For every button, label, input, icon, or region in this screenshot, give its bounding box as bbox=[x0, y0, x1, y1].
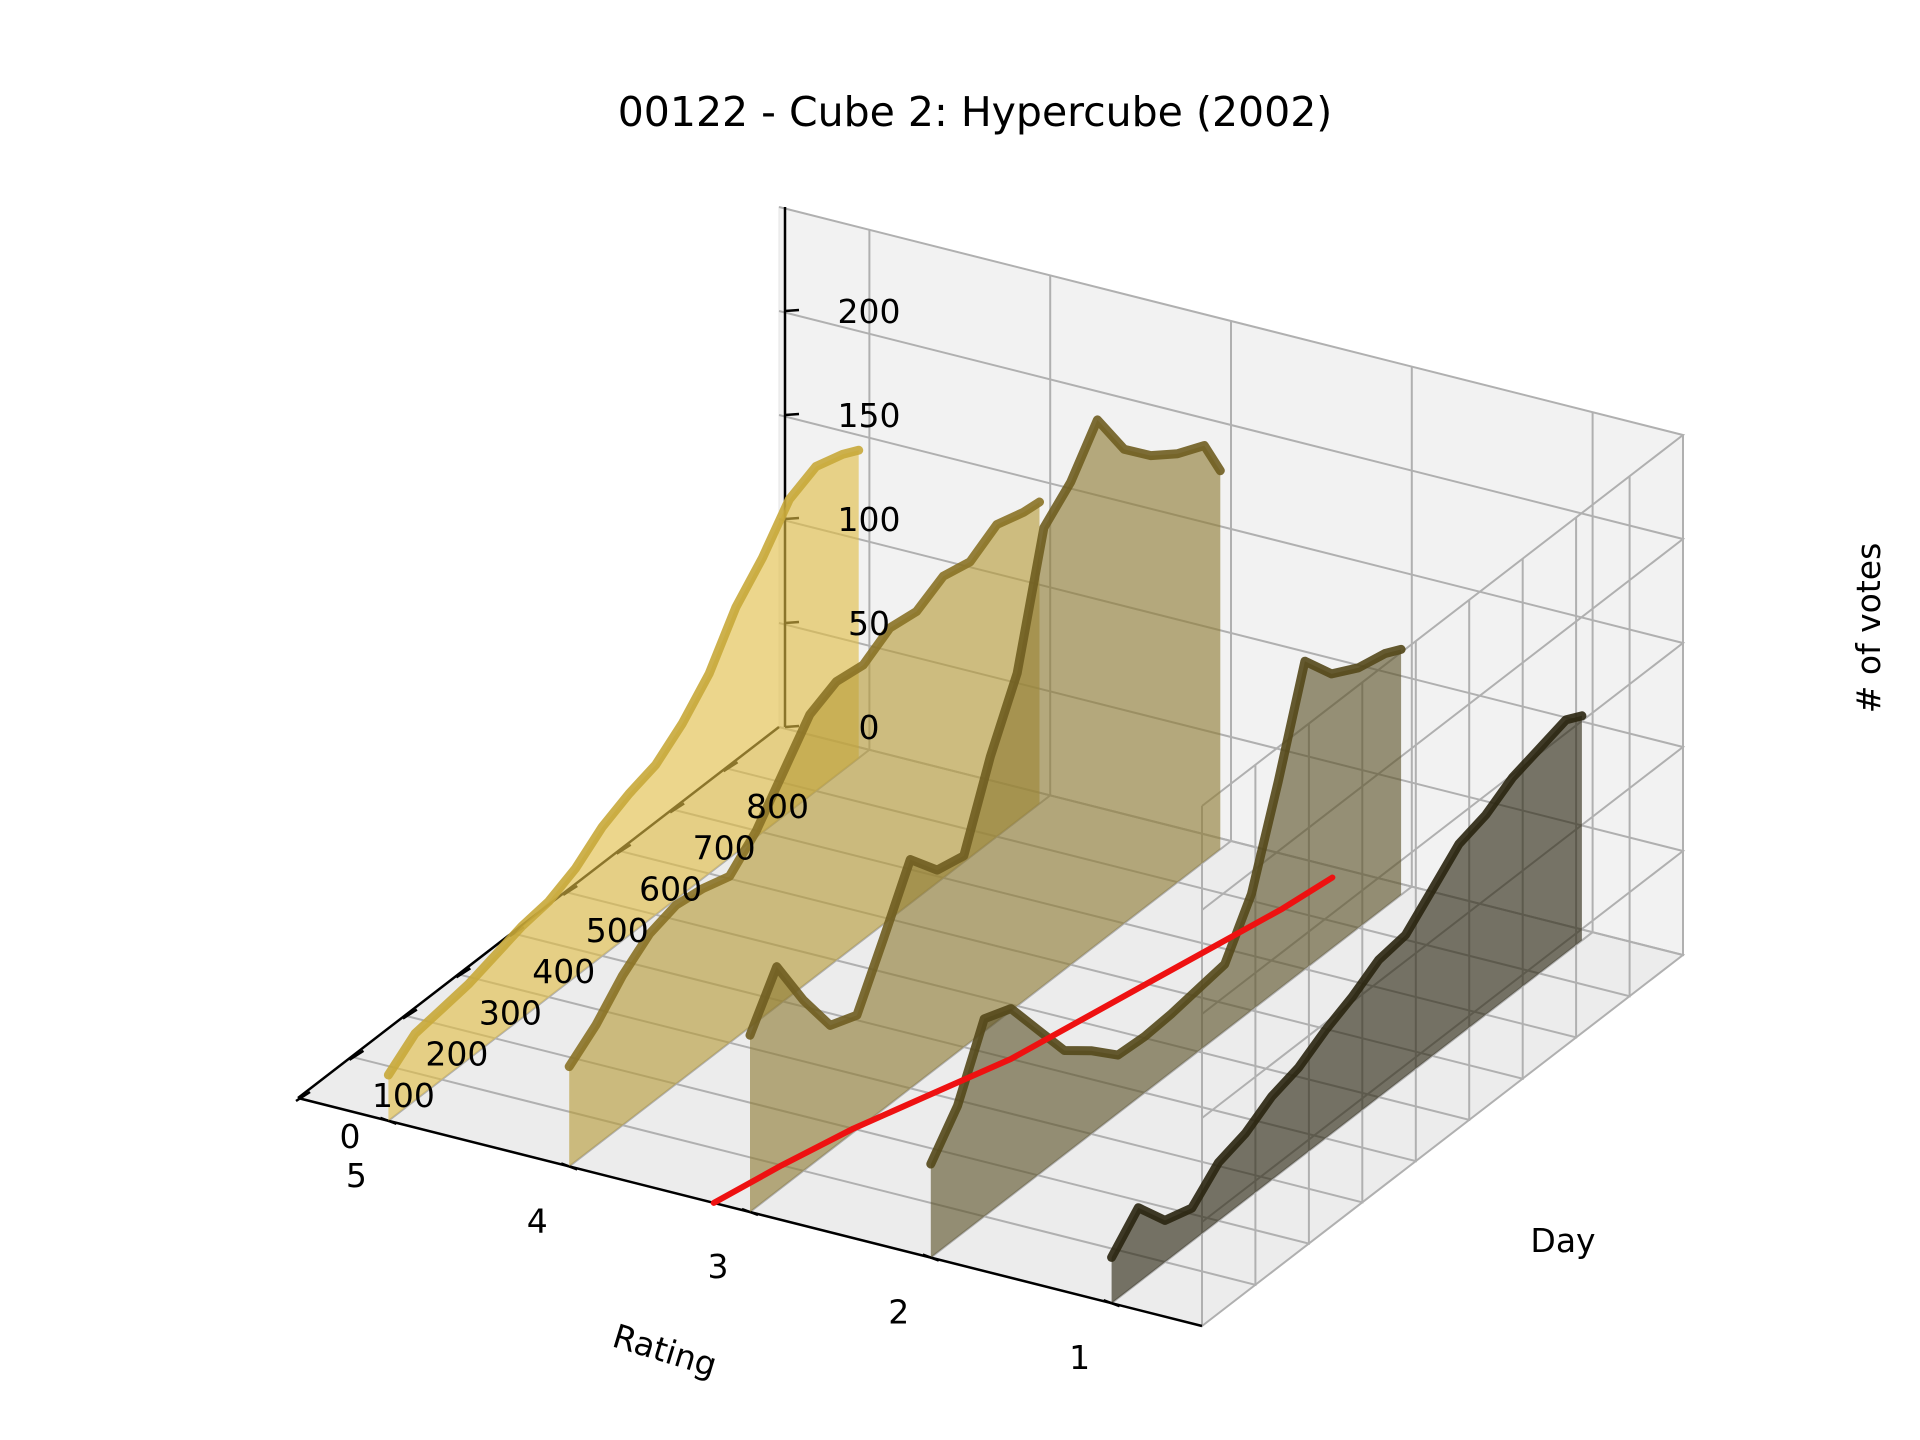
x-tick-label: 1 bbox=[1069, 1338, 1090, 1377]
series-fill-rating-2 bbox=[930, 649, 1402, 1258]
y-tick-label: 0 bbox=[340, 1117, 361, 1156]
z-tick bbox=[784, 308, 800, 313]
series-fill-rating-4 bbox=[569, 502, 1040, 1167]
y-tick bbox=[455, 967, 472, 979]
z-tick-label: 0 bbox=[859, 708, 880, 747]
z-tick-label: 200 bbox=[838, 292, 901, 331]
mean-rating-line bbox=[710, 874, 1336, 1206]
y-tick bbox=[402, 1008, 418, 1020]
y-axis-label: Day bbox=[1530, 1221, 1595, 1260]
y-tick-label: 300 bbox=[479, 993, 542, 1032]
y-tick-label: 200 bbox=[425, 1035, 488, 1074]
y-tick-label: 100 bbox=[372, 1076, 435, 1115]
z-tick-label: 50 bbox=[848, 604, 890, 643]
series-line-rating-3 bbox=[745, 415, 1225, 1040]
x-tick-label: 5 bbox=[346, 1156, 367, 1195]
z-tick bbox=[784, 412, 800, 417]
tick-labels: 1234501002003004005006007008000501001502… bbox=[340, 292, 1091, 1377]
series-layer bbox=[383, 415, 1587, 1304]
series-line-rating-1 bbox=[1107, 711, 1587, 1262]
z-tick-label: 100 bbox=[838, 500, 901, 539]
x-tick-label: 3 bbox=[708, 1247, 729, 1286]
y-tick-label: 400 bbox=[532, 952, 595, 991]
y-tick bbox=[295, 1090, 311, 1103]
x-tick-label: 2 bbox=[888, 1293, 909, 1332]
series-line-rating-2 bbox=[926, 644, 1406, 1169]
z-axis-label: # of votes bbox=[1849, 543, 1888, 714]
chart-title: 00122 - Cube 2: Hypercube (2002) bbox=[618, 88, 1333, 136]
y-tick bbox=[348, 1049, 365, 1061]
series-line-rating-4 bbox=[564, 497, 1044, 1072]
x-axis-label: Rating bbox=[608, 1316, 721, 1384]
y-tick-label: 500 bbox=[586, 911, 649, 950]
z-tick-label: 150 bbox=[838, 396, 901, 435]
y-tick-label: 700 bbox=[693, 828, 756, 867]
y-tick-label: 600 bbox=[639, 870, 702, 909]
series-line-rating-5 bbox=[383, 445, 864, 1080]
x-tick-label: 4 bbox=[527, 1201, 548, 1240]
series-fill-rating-5 bbox=[388, 450, 859, 1121]
series-fill-rating-3 bbox=[750, 419, 1221, 1212]
y-tick-label: 800 bbox=[746, 787, 809, 826]
